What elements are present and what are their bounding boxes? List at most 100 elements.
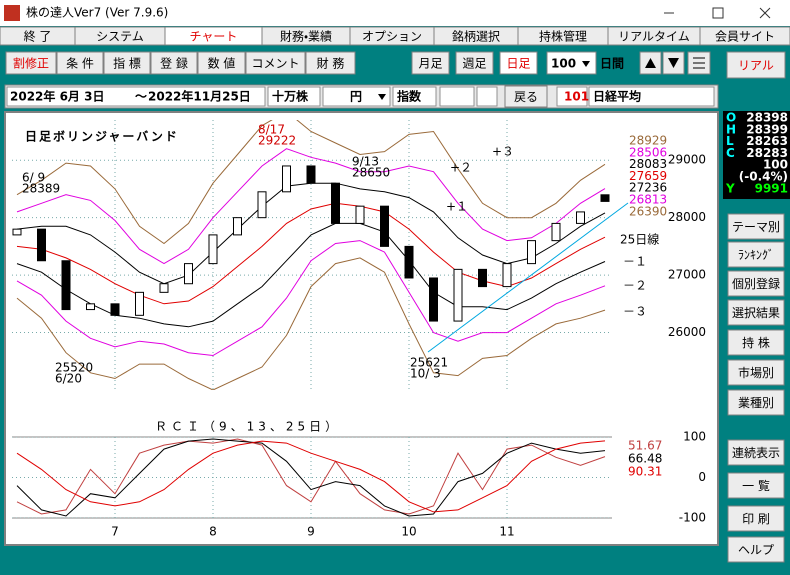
period-button[interactable]: 月足 <box>411 51 450 75</box>
quote-value: 9991 <box>755 181 788 195</box>
side-button[interactable]: 印 刷 <box>727 505 785 532</box>
side-button-label: 持 株 <box>742 335 770 350</box>
side-button-face <box>727 329 785 356</box>
back-button[interactable]: 戻る <box>504 85 548 108</box>
side-button[interactable]: ヘルプ <box>727 536 785 563</box>
index-name: 日経平均 <box>593 89 641 104</box>
rci-line <box>16 440 606 513</box>
back-button-label: 戻る <box>514 90 538 104</box>
side-button[interactable]: 持 株 <box>727 329 785 356</box>
candle <box>184 263 193 285</box>
side-button-face <box>727 299 785 326</box>
period-button[interactable]: 日足 <box>499 51 538 75</box>
tool-button[interactable]: 条 件 <box>56 51 104 75</box>
side-button[interactable]: 個別登録 <box>727 270 785 297</box>
quote-value: 28398 <box>746 111 788 125</box>
menu-button[interactable] <box>687 51 711 75</box>
side-button-label: 一 覧 <box>742 479 770 493</box>
candle <box>404 245 414 279</box>
menu-tab-label: システム <box>96 30 144 44</box>
tool-button[interactable]: 指 標 <box>103 51 151 75</box>
menu-tab[interactable]: チャート <box>164 26 263 46</box>
side-button[interactable]: テーマ別 <box>727 213 785 240</box>
candle <box>306 165 316 184</box>
candle <box>208 234 218 265</box>
date-field: 十万株 <box>272 89 309 104</box>
side-button-label: ﾗﾝｷﾝｸﾞ <box>738 248 774 262</box>
price-annotation: 28389 <box>22 182 60 196</box>
tool-button[interactable]: 割修正 <box>5 51 57 75</box>
x-tick-label: 8 <box>209 525 217 539</box>
candle <box>86 303 95 311</box>
band-label: +３ <box>492 145 514 159</box>
candle <box>12 228 22 236</box>
scroll-down-button[interactable] <box>662 51 685 75</box>
y-tick-label: -100 <box>679 511 706 525</box>
price-annotation: 10/ 3 <box>410 367 441 381</box>
menu-tab-label: 会員サイト <box>715 30 775 44</box>
price-annotation: 25621 <box>410 356 448 370</box>
side-button-label: 市場別 <box>738 366 774 380</box>
side-button[interactable]: 連続表示 <box>727 439 785 466</box>
period-button-label: 月足 <box>418 57 442 71</box>
menu-tab[interactable]: 持株管理 <box>517 26 609 46</box>
menu-tab[interactable]: 終 了 <box>0 26 76 46</box>
side-button-label: 連続表示 <box>732 446 780 460</box>
chart-panel <box>4 111 719 546</box>
tool-button-label: 条 件 <box>66 57 94 71</box>
rci-last-value: 66.48 <box>628 452 662 466</box>
field-box <box>6 86 266 107</box>
menu-tab[interactable]: リアルタイム <box>607 26 701 46</box>
x-tick-label: 10 <box>401 525 416 539</box>
rci-line <box>16 438 606 517</box>
menu-tab[interactable]: 銘柄選択 <box>433 26 519 46</box>
band-last-value: 27659 <box>629 169 667 183</box>
y-tick-label: 26000 <box>668 325 706 339</box>
plot-area <box>12 437 612 518</box>
side-button[interactable]: 一 覧 <box>727 472 785 499</box>
candle <box>380 205 389 247</box>
candle <box>429 277 438 322</box>
menu-tab[interactable]: システム <box>74 26 166 46</box>
window-title: 株の達人Ver7 (Ver 7.9.6) <box>26 5 168 20</box>
menu-tab[interactable]: 財務・業績 <box>261 26 351 46</box>
period-button[interactable]: 週足 <box>455 51 494 75</box>
side-button[interactable]: 業種別 <box>727 389 785 416</box>
tool-button-face <box>5 51 57 75</box>
scroll-up-button[interactable] <box>639 51 662 75</box>
quote-value: 28283 <box>746 146 788 160</box>
tool-button[interactable]: 数 値 <box>197 51 246 75</box>
days-select[interactable]: 100 <box>546 51 597 75</box>
plot-area <box>12 120 612 390</box>
maximize-button[interactable] <box>712 7 724 19</box>
tool-button[interactable]: 登 録 <box>150 51 198 75</box>
tool-button[interactable]: コメント <box>245 51 306 75</box>
menu-tab[interactable]: オプション <box>349 26 435 46</box>
side-button-label: 業種別 <box>738 396 774 410</box>
date-field: ～ <box>135 90 147 104</box>
field-box <box>476 86 498 107</box>
candle <box>453 268 463 322</box>
candle <box>233 217 242 236</box>
side-button-face <box>727 439 785 466</box>
days-select-value: 100 <box>551 57 576 71</box>
title-bar <box>0 0 790 26</box>
menu-tab[interactable]: 会員サイト <box>699 26 790 46</box>
real-button[interactable]: リアル <box>726 51 786 79</box>
close-button[interactable] <box>759 7 771 19</box>
band-label: 25日線 <box>620 232 659 247</box>
side-button[interactable]: 市場別 <box>727 359 785 386</box>
band-line <box>16 148 606 265</box>
band-label: －３ <box>623 305 647 319</box>
currency-arrow <box>378 94 386 100</box>
tool-button[interactable]: 財 務 <box>305 51 356 75</box>
band-label: －２ <box>623 279 647 293</box>
side-button-face <box>727 472 785 499</box>
side-button[interactable]: ﾗﾝｷﾝｸﾞ <box>727 241 785 268</box>
chart-title: 日足ボリンジャーバンド <box>25 129 179 144</box>
field-box <box>588 86 715 107</box>
y-tick-label: 0 <box>698 470 706 484</box>
side-button[interactable]: 選択結果 <box>727 299 785 326</box>
menu-icon <box>693 57 705 69</box>
candle <box>600 194 610 202</box>
